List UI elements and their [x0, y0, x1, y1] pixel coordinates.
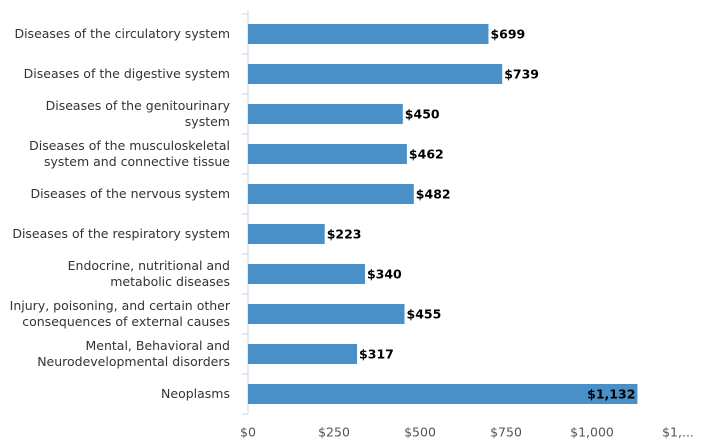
value-label: $462 — [409, 147, 444, 162]
category-label: Diseases of the circulatory system — [8, 14, 230, 54]
category-label: Diseases of the musculoskeletal system a… — [8, 134, 230, 174]
bar — [248, 104, 403, 124]
value-label: $455 — [407, 307, 442, 322]
category-text: Diseases of the circulatory system — [14, 26, 230, 41]
bar — [248, 264, 365, 284]
value-label: $482 — [416, 187, 451, 202]
category-label: Endocrine, nutritional and metabolic dis… — [8, 254, 230, 294]
value-label: $340 — [367, 267, 402, 282]
category-text: Diseases of the respiratory system — [12, 226, 230, 241]
bar — [248, 64, 503, 84]
category-text: Diseases of the digestive system — [23, 66, 230, 81]
x-tick-label: $0 — [240, 425, 256, 440]
category-label: Diseases of the digestive system — [8, 54, 230, 94]
x-tick-label: $750 — [490, 425, 522, 440]
category-label: Injury, poisoning, and certain other con… — [8, 294, 230, 334]
category-label: Diseases of the respiratory system — [8, 214, 230, 254]
category-text: Diseases of the genitourinary system — [45, 98, 230, 129]
value-label: $223 — [327, 227, 362, 242]
category-text: Mental, Behavioral and Neurodevelopmenta… — [37, 338, 230, 369]
bar — [248, 304, 405, 324]
x-tick-label: $500 — [404, 425, 436, 440]
category-text: Endocrine, nutritional and metabolic dis… — [67, 258, 230, 289]
x-tick-label: $250 — [318, 425, 350, 440]
value-label: $699 — [490, 27, 525, 42]
bar — [248, 384, 638, 404]
value-label: $317 — [359, 347, 394, 362]
x-tick-label: $1,000 — [570, 425, 614, 440]
x-tick-label: $1,... — [662, 425, 694, 440]
category-label: Mental, Behavioral and Neurodevelopmenta… — [8, 334, 230, 374]
category-text: Diseases of the musculoskeletal system a… — [29, 138, 230, 169]
bar — [248, 184, 414, 204]
category-label: Neoplasms — [8, 374, 230, 414]
bar — [248, 344, 358, 364]
category-text: Injury, poisoning, and certain other con… — [9, 298, 230, 329]
category-label: Diseases of the nervous system — [8, 174, 230, 214]
category-label: Diseases of the genitourinary system — [8, 94, 230, 134]
category-text: Neoplasms — [161, 386, 230, 401]
value-label: $1,132 — [587, 387, 635, 402]
category-text: Diseases of the nervous system — [30, 186, 230, 201]
bar — [248, 24, 489, 44]
bar — [248, 144, 407, 164]
value-label: $739 — [504, 67, 539, 82]
bar — [248, 224, 325, 244]
value-label: $450 — [405, 107, 440, 122]
